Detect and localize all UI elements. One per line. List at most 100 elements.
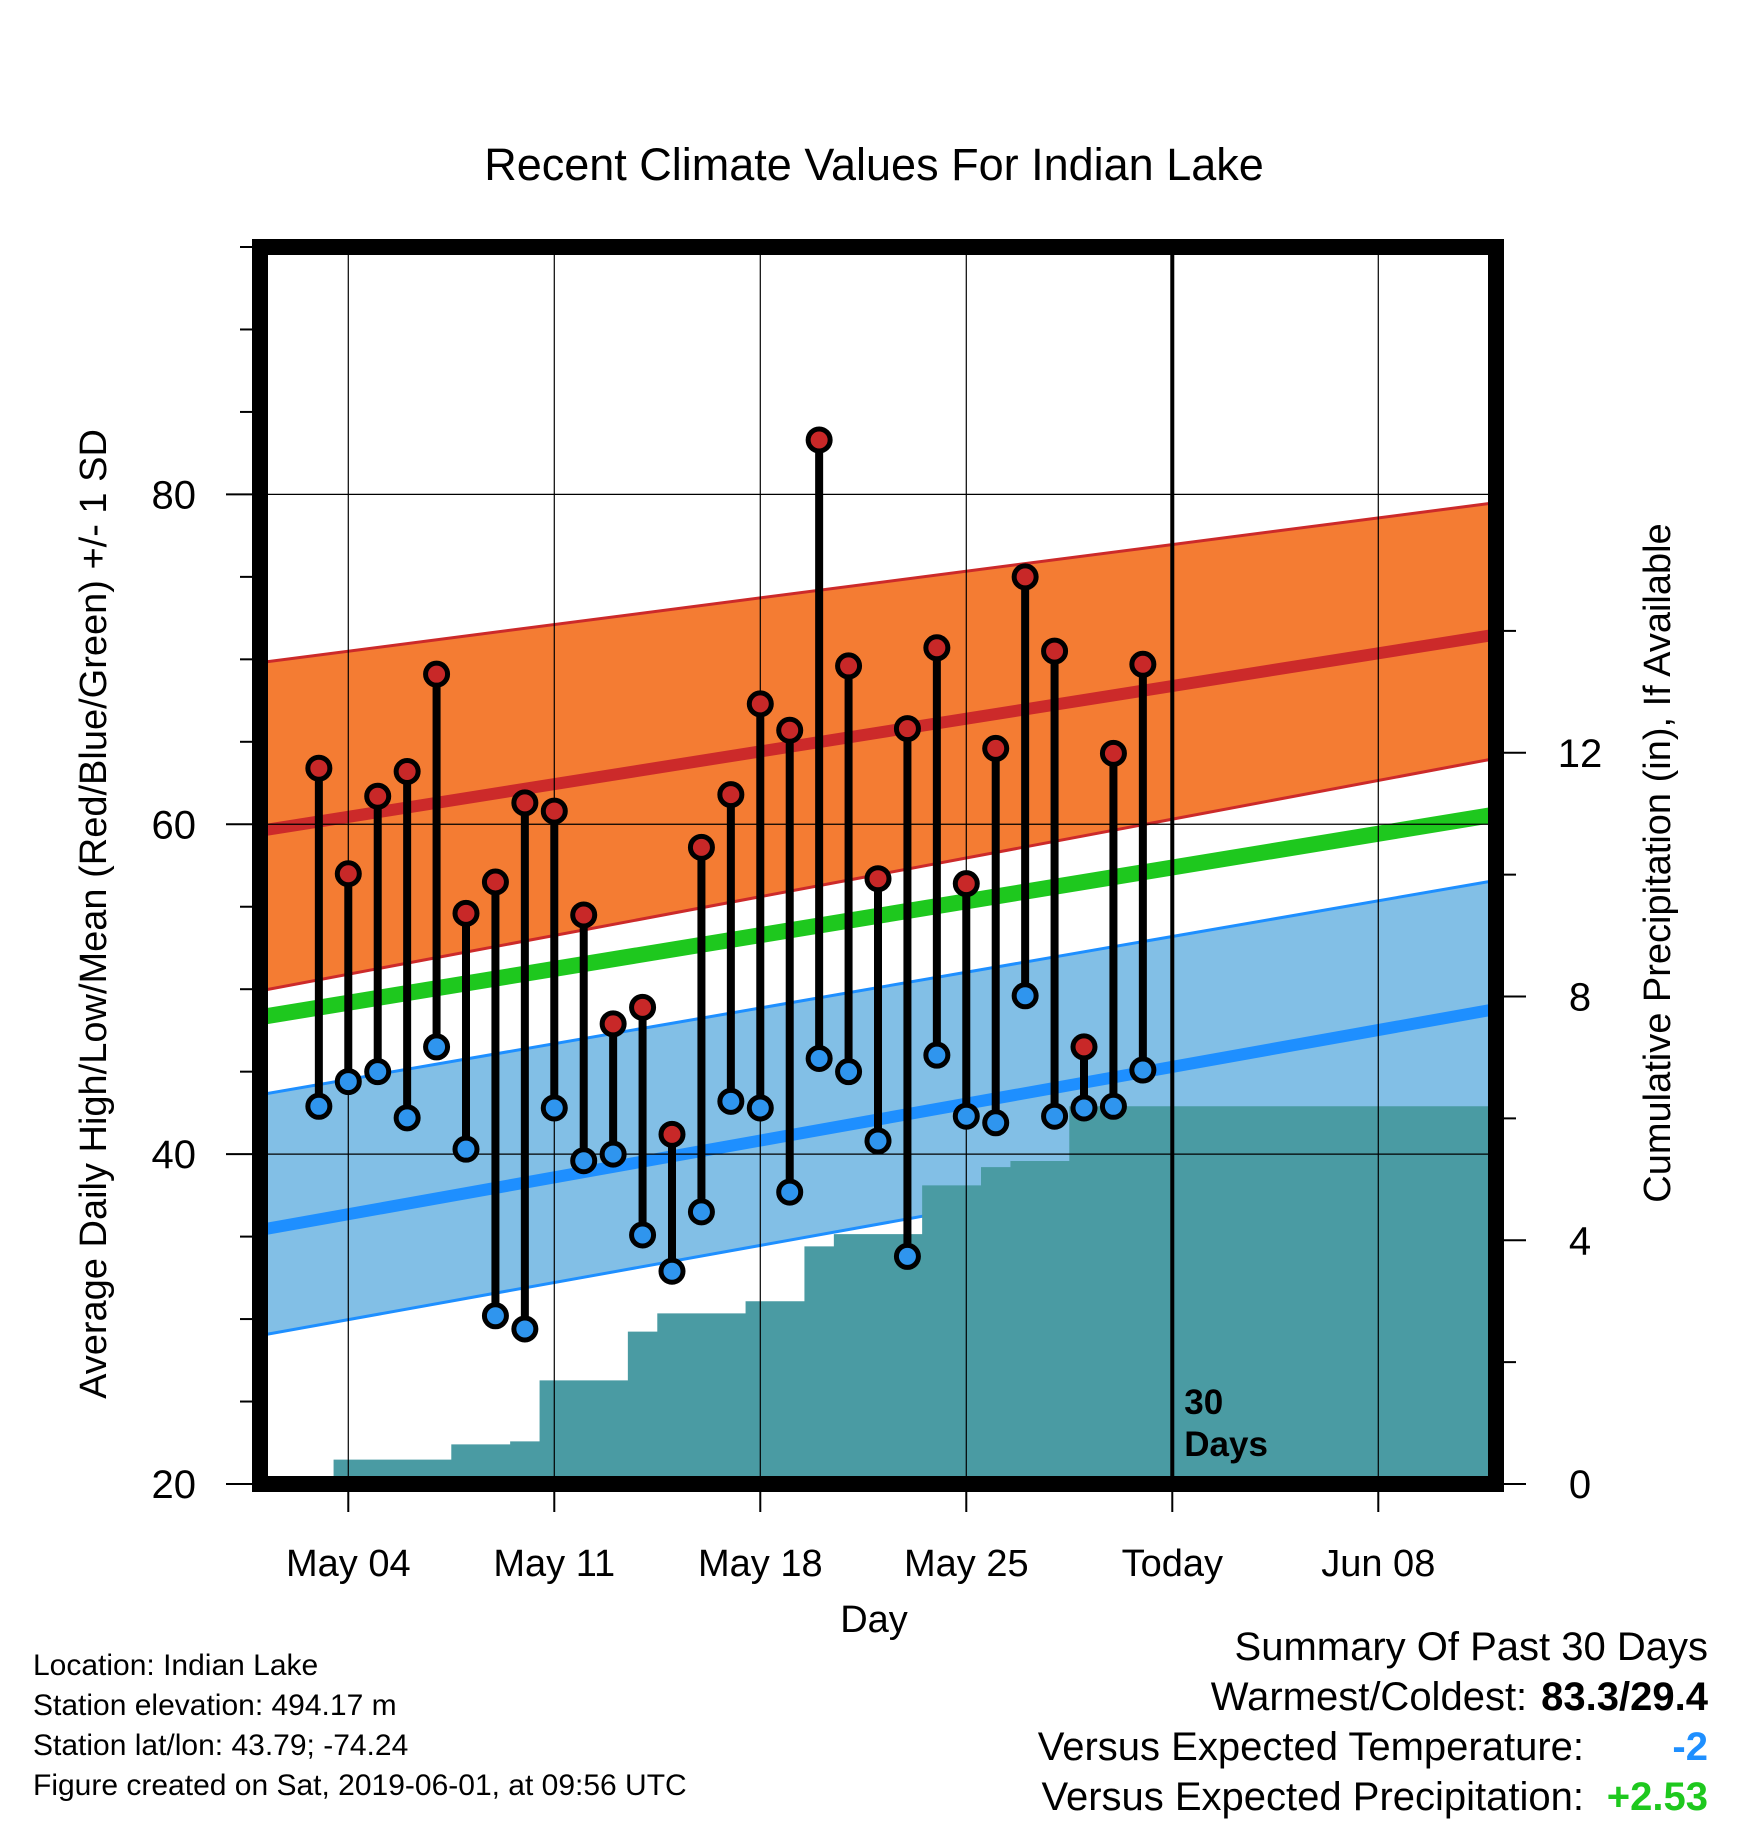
today-annotation-unit: Days: [1184, 1425, 1268, 1464]
daily-high-marker: [776, 716, 804, 744]
summary-temperature: Versus Expected Temperature: -2: [1038, 1722, 1708, 1772]
daily-high-marker: [923, 634, 951, 662]
daily-low-marker: [687, 1198, 715, 1226]
y-tick-label: 40: [152, 1133, 197, 1177]
summary-precipitation: Versus Expected Precipitation: +2.53: [1038, 1772, 1708, 1822]
daily-high-marker: [511, 789, 539, 817]
summary-warm-cold: Warmest/Coldest: 83.3/29.4: [1038, 1672, 1708, 1722]
daily-high-marker: [629, 993, 657, 1021]
daily-low-marker: [952, 1102, 980, 1130]
warm-cold-label: Warmest/Coldest:: [1210, 1675, 1528, 1719]
daily-high-marker: [423, 660, 451, 688]
x-tick-label: Jun 08: [1321, 1543, 1435, 1585]
daily-low-marker: [658, 1257, 686, 1285]
daily-high-marker: [835, 652, 863, 680]
daily-low-marker: [776, 1178, 804, 1206]
daily-high-marker: [1011, 563, 1039, 591]
axes: 20 40 60 80 0 4 8 12 May 04 May 11 May 18 May 25 Tod…: [152, 239, 1603, 1585]
normal-high-band: [260, 502, 1496, 991]
daily-high-marker: [305, 754, 333, 782]
y2-tick-label: 12: [1558, 732, 1603, 776]
daily-low-marker: [982, 1109, 1010, 1137]
daily-low-marker: [481, 1302, 509, 1330]
x-tick-label: Today: [1122, 1543, 1223, 1585]
daily-low-marker: [393, 1104, 421, 1132]
normal-high-band-upper: [260, 501, 1496, 665]
latlon-text: Station lat/lon: 43.79; -74.24: [33, 1729, 409, 1762]
y2-axis-label: Cumulative Precipitation (in), If Availa…: [1637, 523, 1679, 1202]
daily-high-marker: [393, 757, 421, 785]
x-tick-label: May 11: [493, 1543, 615, 1585]
y2-tick-label: 0: [1569, 1463, 1591, 1507]
daily-high-marker: [982, 734, 1010, 762]
daily-low-marker: [423, 1033, 451, 1061]
daily-low-marker: [1099, 1092, 1127, 1120]
daily-low-marker: [629, 1221, 657, 1249]
daily-high-marker: [481, 868, 509, 896]
daily-high-marker: [1041, 637, 1069, 665]
daily-low-marker: [835, 1058, 863, 1086]
temp-label: Versus Expected Temperature:: [1037, 1725, 1584, 1769]
daily-low-marker: [540, 1094, 568, 1122]
daily-high-marker: [452, 899, 480, 927]
daily-high-marker: [717, 781, 745, 809]
daily-high-marker: [599, 1010, 627, 1038]
daily-high-marker: [687, 833, 715, 861]
created-text: Figure created on Sat, 2019-06-01, at 09…: [33, 1769, 687, 1802]
elevation-text: Station elevation: 494.17 m: [33, 1689, 397, 1722]
plot-frame: [252, 239, 1504, 1492]
daily-high-marker: [805, 426, 833, 454]
summary-panel: Summary Of Past 30 Days Warmest/Coldest:…: [1038, 1622, 1708, 1822]
daily-low-marker: [805, 1044, 833, 1072]
daily-high-marker: [1129, 650, 1157, 678]
y-tick-label: 60: [152, 803, 197, 847]
today-annotation-count: 30: [1184, 1383, 1223, 1422]
daily-low-marker: [570, 1147, 598, 1175]
daily-low-marker: [511, 1315, 539, 1343]
daily-low-marker: [923, 1041, 951, 1069]
x-axis-label: Day: [840, 1599, 908, 1641]
daily-high-marker: [952, 870, 980, 898]
daily-high-marker: [1070, 1033, 1098, 1061]
station-info: Location: Indian Lake Station elevation:…: [33, 1646, 687, 1806]
daily-low-marker: [599, 1140, 627, 1168]
daily-high-marker: [893, 715, 921, 743]
y-tick-label: 20: [152, 1463, 197, 1507]
daily-high-marker: [1099, 739, 1127, 767]
daily-low-marker: [452, 1135, 480, 1163]
chart-title: Recent Climate Values For Indian Lake: [484, 139, 1264, 190]
daily-low-marker: [1129, 1056, 1157, 1084]
normal-high-line: [260, 628, 1496, 837]
daily-low-marker: [746, 1094, 774, 1122]
precip-label: Versus Expected Precipitation:: [1041, 1775, 1584, 1819]
precip-area: [274, 1106, 1496, 1484]
daily-low-marker: [1070, 1094, 1098, 1122]
daily-high-marker: [540, 797, 568, 825]
daily-low-marker: [1011, 982, 1039, 1010]
daily-high-marker: [658, 1120, 686, 1148]
daily-high-marker: [364, 782, 392, 810]
x-tick-label: May 18: [698, 1543, 823, 1585]
daily-high-marker: [746, 690, 774, 718]
precip-value: +2.53: [1606, 1775, 1708, 1819]
y-axis-label: Average Daily High/Low/Mean (Red/Blue/Gr…: [73, 429, 115, 1399]
daily-low-marker: [305, 1092, 333, 1120]
daily-high-marker: [334, 860, 362, 888]
daily-low-marker: [1041, 1102, 1069, 1130]
daily-low-marker: [334, 1068, 362, 1096]
y2-tick-label: 4: [1569, 1219, 1591, 1263]
y2-tick-label: 8: [1569, 976, 1591, 1020]
daily-low-marker: [364, 1058, 392, 1086]
daily-low-marker: [717, 1087, 745, 1115]
x-tick-label: May 25: [904, 1543, 1029, 1585]
daily-high-marker: [864, 865, 892, 893]
daily-high-marker: [570, 901, 598, 929]
y-tick-label: 80: [152, 473, 197, 517]
location-text: Location: Indian Lake: [33, 1649, 319, 1682]
summary-heading: Summary Of Past 30 Days: [1234, 1625, 1708, 1669]
x-tick-label: May 04: [286, 1543, 411, 1585]
temp-value: -2: [1672, 1725, 1708, 1769]
